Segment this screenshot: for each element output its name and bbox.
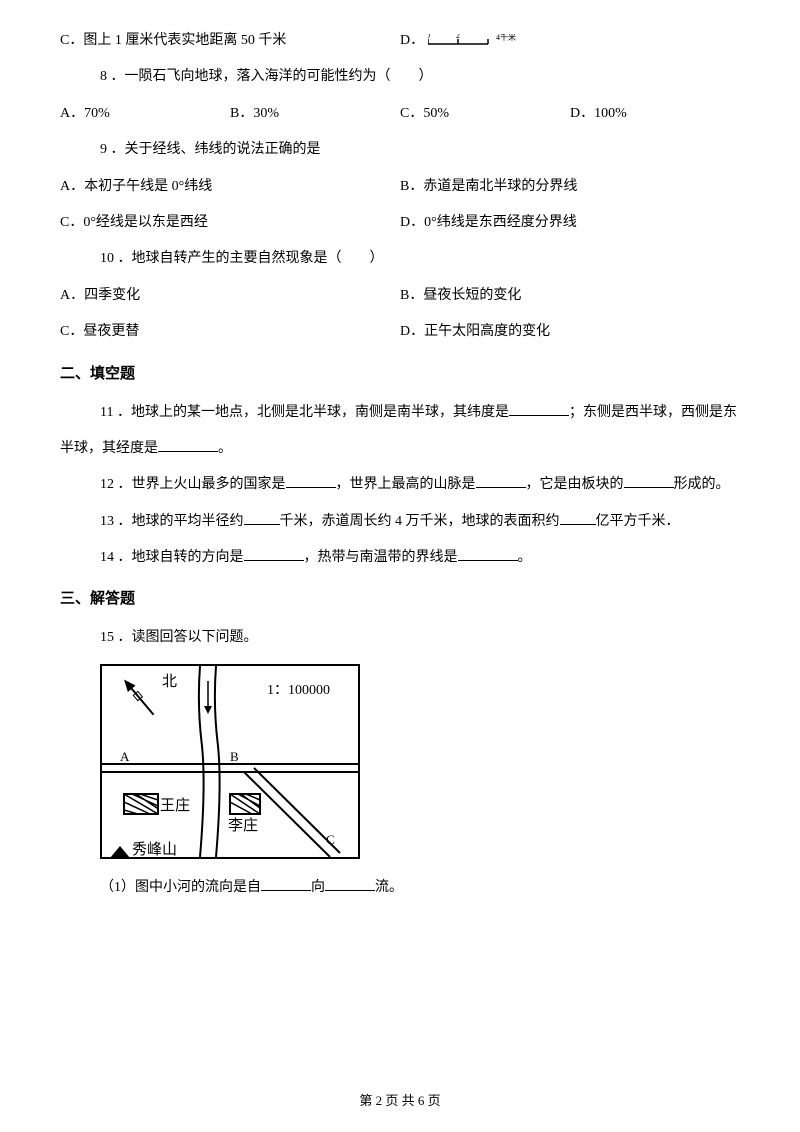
q9-C: C．0°经线是以东是西经 [60, 212, 400, 234]
q10-B: B．昼夜长短的变化 [400, 285, 740, 307]
q15-sub1: （1）图中小河的流向是自向流。 [60, 877, 740, 899]
svg-text:王庄: 王庄 [160, 796, 190, 814]
q11-line1: 11 ．地球上的某一地点，北侧是北半球，南侧是南半球，其纬度是；东侧是西半球，西… [60, 402, 740, 424]
blank [261, 877, 311, 891]
svg-text:A: A [120, 749, 130, 764]
svg-text:0: 0 [428, 34, 430, 40]
blank [509, 402, 569, 416]
blank [325, 877, 375, 891]
blank [244, 547, 304, 561]
q9-text: 9 ．关于经线、纬线的说法正确的是 [60, 139, 740, 161]
blank [158, 438, 218, 452]
svg-text:李庄: 李庄 [228, 816, 258, 834]
blank [458, 547, 518, 561]
q8-text: 8 ．一陨石飞向地球，落入海洋的可能性约为（ ） [60, 66, 740, 88]
blank [476, 474, 526, 488]
svg-text:秀峰山: 秀峰山 [132, 841, 177, 857]
section3-title: 三、解答题 [60, 587, 740, 611]
q13: 13 ．地球的平均半径约千米，赤道周长约 4 万千米，地球的表面积约亿平方千米． [60, 511, 740, 533]
scale-bar-icon: 0 2 4千米 [428, 34, 518, 48]
page-footer: 第 2 页 共 6 页 [0, 1091, 800, 1112]
svg-text:4千米: 4千米 [496, 34, 516, 42]
q10-A: A．四季变化 [60, 285, 400, 307]
q9-B: B．赤道是南北半球的分界线 [400, 176, 740, 198]
svg-text:1：100000: 1：100000 [267, 683, 330, 698]
q7-options-cd: C．图上 1 厘米代表实地距离 50 千米 D． 0 2 4千米 [60, 30, 740, 52]
q10-options-cd: C．昼夜更替 D．正午太阳高度的变化 [60, 321, 740, 343]
blank [624, 474, 674, 488]
q10-C: C．昼夜更替 [60, 321, 400, 343]
q14: 14 ．地球自转的方向是，热带与南温带的界线是。 [60, 547, 740, 569]
q12: 12 ．世界上火山最多的国家是，世界上最高的山脉是，它是由板块的形成的。 [60, 474, 740, 496]
svg-text:2: 2 [456, 34, 460, 40]
section2-title: 二、填空题 [60, 362, 740, 386]
q8-C: C．50% [400, 103, 570, 125]
q10-text: 10 ．地球自转产生的主要自然现象是（ ） [60, 248, 740, 270]
map-svg: 北 1：100000 A B C 王庄 李庄 秀峰山 [102, 666, 358, 857]
blank [560, 511, 596, 525]
svg-text:北: 北 [162, 673, 177, 690]
q15-text: 15 ．读图回答以下问题。 [60, 627, 740, 649]
q9-D: D．0°纬线是东西经度分界线 [400, 212, 740, 234]
q8-options: A．70% B．30% C．50% D．100% [60, 103, 740, 125]
q9-options-cd: C．0°经线是以东是西经 D．0°纬线是东西经度分界线 [60, 212, 740, 234]
q8-B: B．30% [230, 103, 400, 125]
q10-D: D．正午太阳高度的变化 [400, 321, 740, 343]
q8-D: D．100% [570, 103, 740, 125]
svg-text:B: B [230, 749, 239, 764]
q7-optD: D． 0 2 4千米 [400, 30, 740, 52]
q11-line2: 半球，其经度是。 [60, 438, 740, 460]
q7-optC: C．图上 1 厘米代表实地距离 50 千米 [60, 30, 400, 52]
blank [244, 511, 280, 525]
q9-A: A．本初子午线是 0°纬线 [60, 176, 400, 198]
svg-text:C: C [326, 832, 335, 847]
q9-options-ab: A．本初子午线是 0°纬线 B．赤道是南北半球的分界线 [60, 176, 740, 198]
blank [286, 474, 336, 488]
q8-A: A．70% [60, 103, 230, 125]
q10-options-ab: A．四季变化 B．昼夜长短的变化 [60, 285, 740, 307]
map-diagram: 北 1：100000 A B C 王庄 李庄 秀峰山 [100, 664, 360, 859]
